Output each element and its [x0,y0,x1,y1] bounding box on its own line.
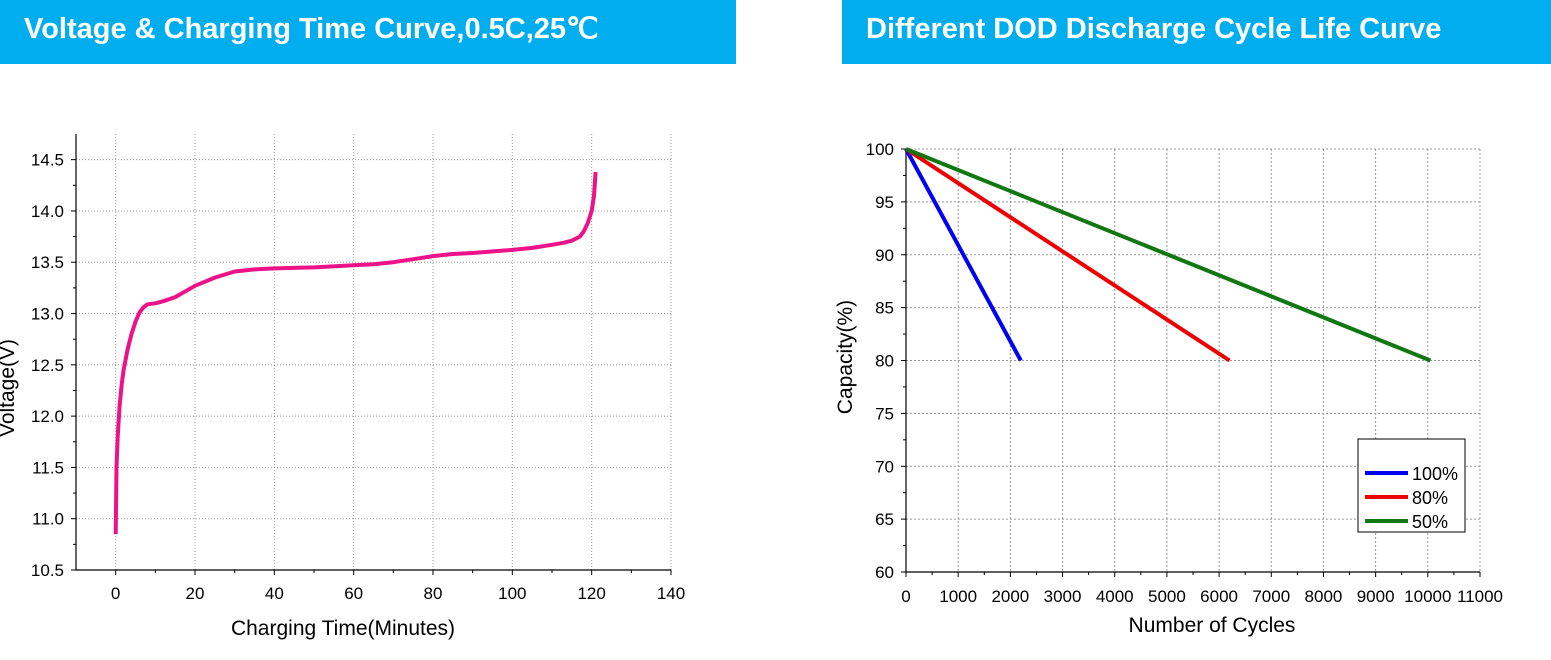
dod-y-tick-label: 80 [875,352,894,371]
voltage-x-tick-label: 100 [498,584,526,603]
dod-y-tick-label: 70 [875,457,894,476]
voltage-y-tick-label: 12.0 [31,407,64,426]
voltage-x-tick-label: 140 [657,584,685,603]
dod-y-axis-label: Capacity(%) [834,300,857,414]
voltage-curve [113,171,598,535]
dod-x-tick-label: 1000 [939,587,977,606]
dod-x-axis-label: Number of Cycles [1129,614,1296,637]
voltage-y-tick-label: 12.5 [31,356,64,375]
dod-y-tick-label: 90 [875,246,894,265]
voltage-y-tick-label: 10.5 [31,561,64,580]
voltage-x-tick-label: 120 [577,584,605,603]
legend-item-50-label: 50% [1412,512,1448,532]
voltage-x-tick-label: 20 [186,584,205,603]
dod-y-tick-label: 60 [875,563,894,582]
voltage-x-tick-label: 60 [344,584,363,603]
dod-x-tick-label: 7000 [1252,587,1290,606]
dod-50-line [905,147,1432,363]
dod-chart-title-banner: Different DOD Discharge Cycle Life Curve [842,0,1551,64]
voltage-y-tick-label: 11.0 [32,510,64,529]
voltage-x-axis-label: Charging Time(Minutes) [231,617,455,640]
dod-y-tick-label: 95 [875,193,894,212]
voltage-y-tick-label: 13.5 [31,253,64,272]
dod-80-line [904,147,1231,363]
dod-x-tick-label: 9000 [1357,587,1395,606]
dod-x-tick-label: 3000 [1044,587,1082,606]
dod-x-tick-label: 6000 [1200,587,1238,606]
voltage-x-tick-label: 80 [424,584,443,603]
dod-x-tick-label: 5000 [1148,587,1186,606]
voltage-charging-chart: Charging Time(Minutes) Voltage(V) 0 20 40 6… [0,134,685,640]
dod-y-tick-label: 85 [875,299,894,318]
voltage-x-tick-label: 0 [111,584,120,603]
dod-x-tick-label: 11000 [1457,587,1503,606]
voltage-y-tick-label: 13.0 [31,305,64,324]
voltage-chart-title-banner: Voltage & Charging Time Curve,0.5C,25℃ [0,0,736,64]
dod-x-tick-label: 0 [901,587,910,606]
voltage-y-tick-label: 11.5 [32,458,64,477]
legend-item-80-label: 80% [1412,488,1448,508]
dod-x-tick-label: 10000 [1404,587,1451,606]
voltage-y-tick-label: 14.5 [31,151,64,170]
dod-y-tick-label: 75 [875,404,894,423]
voltage-x-tick-label: 40 [265,584,284,603]
dod-chart-title: Different DOD Discharge Cycle Life Curve [866,13,1442,45]
voltage-y-axis-label: Voltage(V) [0,339,19,437]
dod-x-tick-label: 4000 [1096,587,1134,606]
dod-100-line [904,148,1023,362]
dod-y-tick-label: 100 [866,140,894,159]
dod-y-tick-label: 65 [875,510,894,529]
voltage-y-tick-label: 14.0 [31,202,64,221]
dod-legend [1357,438,1466,533]
dod-x-tick-label: 2000 [991,587,1029,606]
legend-item-100-label: 100% [1412,464,1458,484]
dod-x-tick-label: 8000 [1305,587,1343,606]
voltage-chart-title: Voltage & Charging Time Curve,0.5C,25℃ [24,13,599,45]
